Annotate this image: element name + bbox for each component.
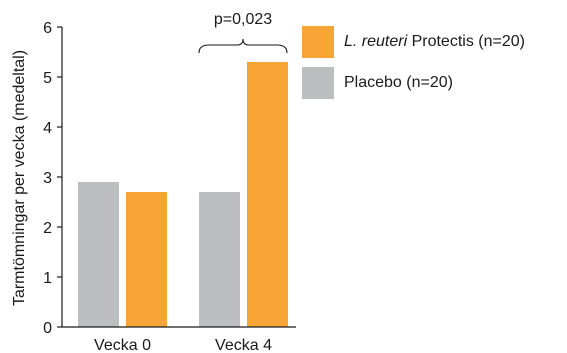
legend-label-placebo: Placebo (n=20)	[344, 74, 453, 92]
x-tick-label-vecka-4: Vecka 4	[215, 337, 272, 353]
legend-swatch-placebo	[302, 67, 334, 99]
significance-brace	[198, 38, 288, 54]
y-tick-label-2: 2	[43, 220, 52, 237]
significance-label: p=0,023	[214, 11, 272, 28]
legend-label-reuteri-rest: Protectis (n=20)	[407, 33, 525, 50]
bar-placebo-vecka-4	[199, 192, 240, 327]
y-tick-label-0: 0	[43, 320, 52, 337]
y-tick-label-3: 3	[43, 170, 52, 187]
y-tick-label-4: 4	[43, 120, 52, 137]
y-tick-label-5: 5	[43, 70, 52, 87]
legend-item-placebo: Placebo (n=20)	[302, 67, 525, 99]
plot-area: Vecka 0 Vecka 4 0 1 2 3 4 5 6 p=0,023	[43, 11, 296, 353]
x-tick-label-vecka-0: Vecka 0	[94, 337, 151, 353]
legend-item-reuteri: L. reuteri Protectis (n=20)	[302, 26, 525, 58]
bar-placebo-vecka-0	[78, 182, 119, 327]
legend-label-placebo-text: Placebo (n=20)	[344, 74, 453, 91]
legend-swatch-reuteri	[302, 26, 334, 58]
y-tick-label-6: 6	[43, 20, 52, 37]
legend-label-reuteri-italic: L. reuteri	[344, 33, 408, 50]
bar-reuteri-vecka-4	[247, 62, 288, 327]
legend-label-reuteri: L. reuteri Protectis (n=20)	[344, 33, 525, 51]
bar-reuteri-vecka-0	[126, 192, 167, 327]
y-tick-label-1: 1	[43, 270, 52, 287]
y-axis-label: Tarmtömningar per vecka (medeltal)	[11, 50, 28, 306]
legend: L. reuteri Protectis (n=20) Placebo (n=2…	[302, 26, 525, 108]
